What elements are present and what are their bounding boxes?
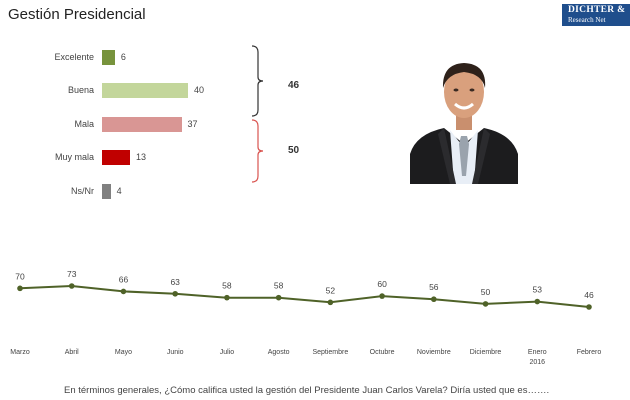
- data-point: [120, 288, 127, 295]
- data-label: 66: [119, 274, 129, 284]
- bar-label: Ns/Nr: [71, 186, 94, 196]
- data-label: 52: [326, 285, 336, 295]
- x-tick-label: Mayo: [115, 349, 132, 356]
- survey-question: En términos generales, ¿Cómo califica us…: [64, 385, 550, 396]
- data-point: [275, 294, 282, 301]
- company-logo: DICHTER & Research Net: [562, 4, 630, 26]
- x-tick-label: Agosto: [268, 349, 290, 356]
- bar: [102, 117, 182, 132]
- data-label: 63: [170, 277, 180, 287]
- x-tick-label: Julio: [220, 349, 235, 356]
- page-title: Gestión Presidencial: [8, 6, 146, 23]
- bar-value: 6: [120, 52, 126, 62]
- bar-value: 40: [194, 85, 205, 95]
- group-bracket: [251, 45, 264, 117]
- bar-label: Excelente: [54, 52, 94, 62]
- data-label: 53: [533, 285, 543, 295]
- bar-value: 13: [135, 152, 146, 162]
- x-tick-label: Enero: [528, 349, 547, 356]
- data-point: [68, 283, 75, 289]
- bar-value: 4: [116, 186, 122, 196]
- data-label: 50: [481, 287, 491, 297]
- bar-label: Muy mala: [54, 152, 94, 162]
- x-tick-label: 2016: [529, 359, 545, 366]
- x-tick-label: Diciembre: [470, 349, 502, 356]
- series-line: [19, 284, 590, 308]
- bar-label: Mala: [74, 119, 94, 129]
- x-tick-label: Abril: [65, 349, 79, 356]
- group-bracket: [251, 119, 264, 183]
- x-tick-label: Noviembre: [417, 349, 451, 356]
- logo-line-2: Research Net: [568, 16, 606, 24]
- group-total-positive: 46: [288, 80, 300, 91]
- data-label: 73: [67, 269, 77, 279]
- group-total-negative: 50: [288, 145, 300, 156]
- data-label: 70: [15, 271, 25, 281]
- data-point: [17, 285, 23, 292]
- x-tick-label: Marzo: [10, 349, 30, 356]
- data-point: [534, 298, 541, 305]
- data-point: [327, 299, 334, 306]
- data-point: [482, 301, 489, 307]
- data-label: 58: [274, 281, 284, 291]
- trend-line-chart: 70 Marzo 73 Abril 66 Mayo 63 Junio 58 Julio 58 Agos…: [10, 269, 602, 366]
- data-label: 58: [222, 281, 232, 291]
- bar-value: 37: [187, 119, 198, 129]
- logo-line-1: DICHTER &: [568, 5, 626, 15]
- bar-label: Buena: [67, 85, 94, 95]
- data-point: [379, 293, 385, 299]
- data-point: [172, 290, 178, 297]
- x-tick-label: Octubre: [370, 349, 395, 356]
- data-point: [431, 296, 437, 303]
- data-label: 60: [377, 279, 387, 289]
- data-label: 56: [429, 282, 439, 292]
- data-label: 46: [584, 290, 594, 300]
- president-photo: [410, 52, 518, 184]
- x-tick-label: Septiembre: [312, 349, 348, 356]
- bar: [102, 83, 188, 98]
- x-tick-label: Junio: [167, 349, 184, 356]
- x-tick-label: Febrero: [577, 349, 602, 356]
- bar: [102, 150, 130, 165]
- bar: [102, 50, 115, 65]
- bar: [102, 184, 111, 199]
- data-point: [224, 294, 230, 301]
- data-point: [586, 304, 592, 310]
